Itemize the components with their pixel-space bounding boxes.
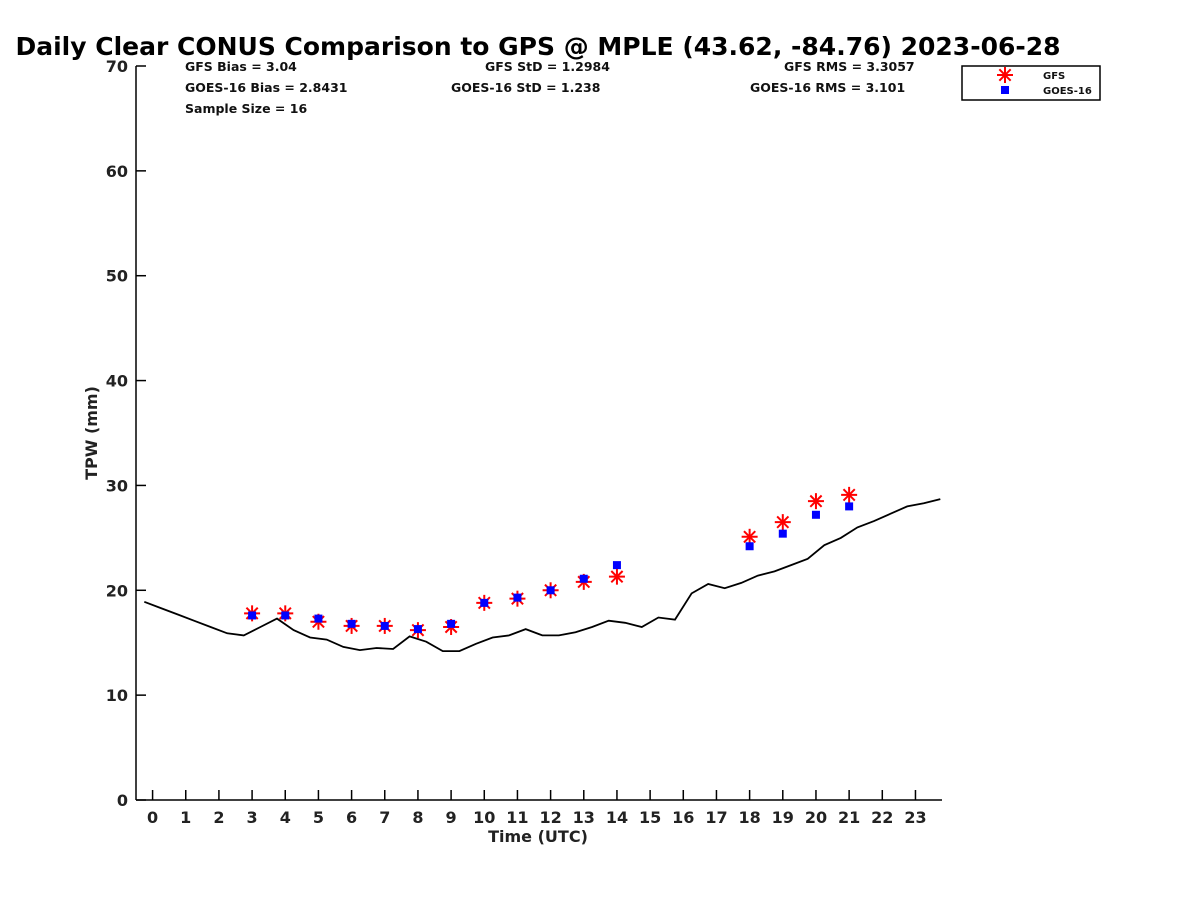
x-tick-label: 16: [672, 808, 694, 827]
x-tick-label: 6: [346, 808, 357, 827]
legend-goes-marker: [1001, 86, 1009, 94]
goes-point: [480, 598, 489, 607]
goes-point: [845, 502, 854, 511]
y-tick-label: 40: [106, 372, 128, 391]
gps-series: [143, 498, 941, 652]
legend-box: [961, 65, 1101, 101]
goes-point: [778, 529, 787, 538]
x-tick-label: 0: [147, 808, 158, 827]
goes-point: [579, 574, 588, 583]
x-tick-label: 13: [573, 808, 595, 827]
x-tick-label: 4: [280, 808, 291, 827]
y-tick-label: 10: [106, 686, 128, 705]
y-tick-label: 60: [106, 162, 128, 181]
gfs-series: [244, 486, 858, 639]
x-tick-label: 23: [904, 808, 926, 827]
x-tick-label: 9: [446, 808, 457, 827]
goes-bias-stat: GOES-16 Bias = 2.8431: [185, 80, 347, 95]
gfs-point: [741, 528, 758, 545]
gfs-point: [807, 493, 824, 510]
y-tick-label: 50: [106, 267, 128, 286]
y-tick-label: 70: [106, 57, 128, 76]
x-tick-label: 15: [639, 808, 661, 827]
legend-gfs-asterisk: [997, 67, 1013, 83]
x-axis-label: Time (UTC): [488, 827, 588, 846]
x-tick-label: 2: [213, 808, 224, 827]
goes-point: [281, 611, 290, 620]
x-tick-label: 12: [539, 808, 561, 827]
x-tick-label: 11: [506, 808, 528, 827]
x-tick-label: 3: [247, 808, 258, 827]
x-tick-label: 22: [871, 808, 893, 827]
y-tick-label: 0: [117, 791, 128, 810]
goes-point: [546, 586, 555, 595]
x-tick-label: 21: [838, 808, 860, 827]
goes-rms-stat: GOES-16 RMS = 3.101: [750, 80, 905, 95]
goes-point: [745, 542, 754, 551]
goes-point: [811, 510, 820, 519]
legend-gfs-marker: [997, 67, 1013, 83]
goes-point: [513, 593, 522, 602]
goes-point: [314, 614, 323, 623]
y-tick-label: 20: [106, 581, 128, 600]
goes-series: [248, 502, 854, 634]
legend-gfs-label: GFS: [1043, 71, 1065, 82]
gps-line: [143, 498, 941, 652]
gfs-bias-stat: GFS Bias = 3.04: [185, 59, 297, 74]
x-ticks: 0 1 2 3 4 5 6 7 8 9 10 11 12 13 14 15 16 17 18 19 20 21 22 23: [147, 790, 927, 827]
goes-std-stat: GOES-16 StD = 1.238: [451, 80, 600, 95]
x-tick-label: 19: [772, 808, 794, 827]
x-tick-label: 17: [705, 808, 727, 827]
gfs-std-stat: GFS StD = 1.2984: [485, 59, 610, 74]
gfs-point: [608, 568, 625, 585]
goes-point: [413, 625, 422, 634]
sample-size-stat: Sample Size = 16: [185, 101, 307, 116]
gfs-rms-stat: GFS RMS = 3.3057: [784, 59, 915, 74]
y-tick-label: 30: [106, 476, 128, 495]
gfs-point: [774, 514, 791, 531]
y-axis-label: TPW (mm): [82, 386, 101, 480]
legend-goes-label: GOES-16: [1043, 86, 1092, 97]
x-tick-label: 7: [379, 808, 390, 827]
x-tick-label: 10: [473, 808, 495, 827]
y-ticks: 0 10 20 30 40 50 60 70: [106, 57, 146, 810]
goes-point: [248, 611, 257, 620]
x-tick-label: 5: [313, 808, 324, 827]
x-tick-label: 20: [805, 808, 827, 827]
goes-point: [380, 621, 389, 630]
x-tick-label: 8: [412, 808, 423, 827]
goes-point: [612, 561, 621, 570]
goes-point: [347, 619, 356, 628]
x-tick-label: 14: [606, 808, 628, 827]
x-tick-label: 1: [180, 808, 191, 827]
legend: GFS GOES-16: [961, 65, 1101, 101]
chart-title: Daily Clear CONUS Comparison to GPS @ MP…: [15, 32, 1060, 61]
x-tick-label: 18: [738, 808, 760, 827]
goes-point: [447, 619, 456, 628]
gfs-point: [841, 486, 858, 503]
